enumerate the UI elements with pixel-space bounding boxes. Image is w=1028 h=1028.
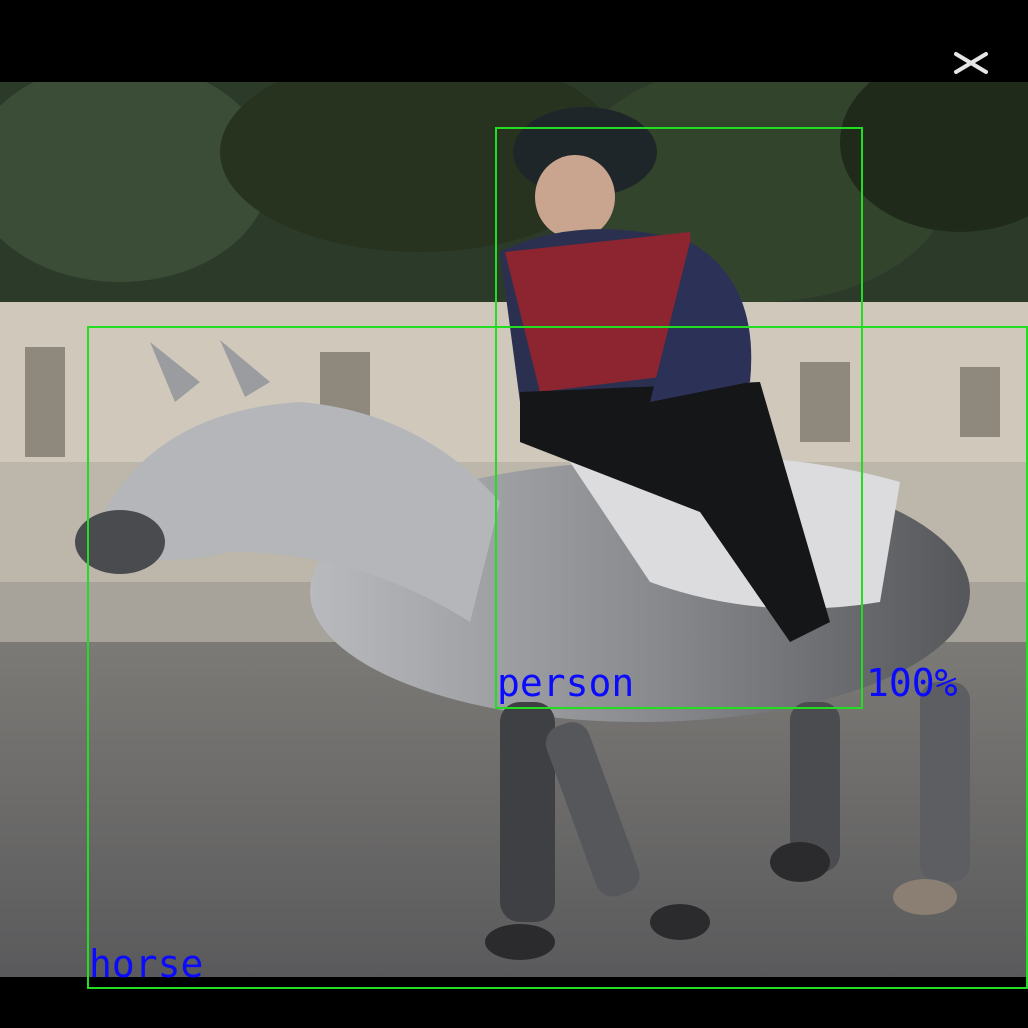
close-button[interactable] xyxy=(950,48,992,78)
person-score: 100% xyxy=(866,661,958,705)
close-icon xyxy=(954,52,988,74)
photo-scene xyxy=(0,82,1028,977)
horse-bounding-box xyxy=(87,326,1028,989)
photo-canvas xyxy=(0,82,1028,977)
rider-figure xyxy=(500,107,830,642)
person-label: person xyxy=(497,661,635,705)
person-bounding-box xyxy=(495,127,863,709)
horse-label: horse xyxy=(89,942,204,986)
